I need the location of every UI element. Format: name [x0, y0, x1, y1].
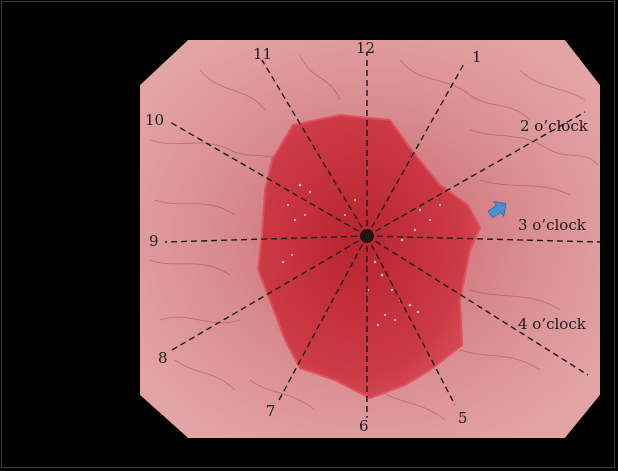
- vascular-pattern: [149, 54, 599, 421]
- side-label-4-oclock: 4 o’clock: [518, 315, 587, 333]
- hour-label-11: 11: [253, 45, 272, 63]
- clock-labels: 12 1 5 6 7 8 9 10 11 2 o’clock 3 o’clock…: [145, 39, 589, 435]
- hour-label-7: 7: [266, 402, 276, 420]
- lesion-area: [256, 113, 482, 400]
- hour-label-9: 9: [149, 232, 159, 250]
- side-label-2-oclock: 2 o’clock: [520, 117, 589, 135]
- pointer-arrow-icon: [487, 200, 507, 219]
- clock-lines: [164, 52, 601, 418]
- hour-label-1: 1: [472, 48, 482, 66]
- hour-label-6: 6: [359, 417, 369, 435]
- hour-label-8: 8: [158, 349, 168, 367]
- hour-label-12: 12: [356, 39, 375, 57]
- hour-label-5: 5: [458, 409, 468, 427]
- hour-label-10: 10: [145, 111, 164, 129]
- side-label-3-oclock: 3 o’clock: [518, 216, 587, 234]
